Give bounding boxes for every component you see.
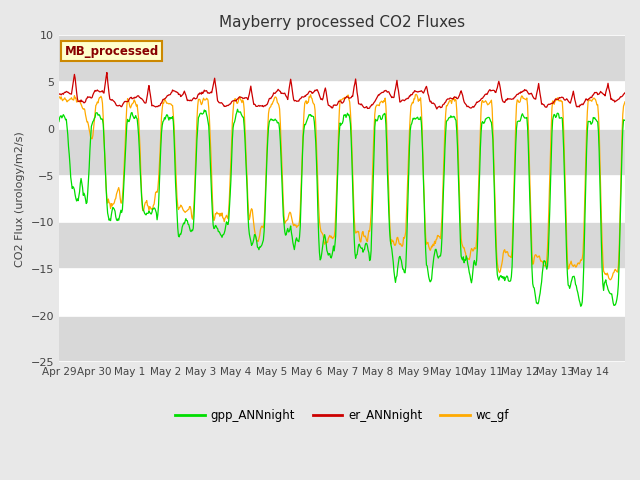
Title: Mayberry processed CO2 Fluxes: Mayberry processed CO2 Fluxes [219,15,465,30]
Legend: gpp_ANNnight, er_ANNnight, wc_gf: gpp_ANNnight, er_ANNnight, wc_gf [170,404,514,427]
Text: MB_processed: MB_processed [65,45,159,58]
Y-axis label: CO2 Flux (urology/m2/s): CO2 Flux (urology/m2/s) [15,131,25,267]
Bar [59,129,625,176]
Bar [59,222,625,269]
Bar [59,316,625,362]
Bar [59,36,625,82]
